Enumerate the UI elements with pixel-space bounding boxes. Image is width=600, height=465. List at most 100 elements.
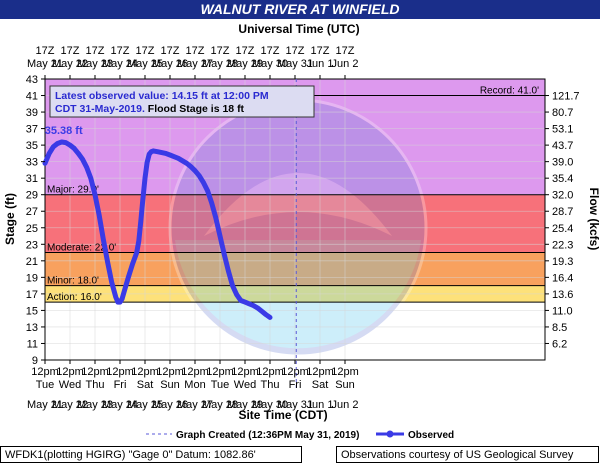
observed-point xyxy=(136,238,141,244)
site-tick-day: Fri xyxy=(289,379,302,391)
flow-tick-label: 6.2 xyxy=(552,338,567,350)
observed-point xyxy=(217,233,223,239)
datum-text: WFDK1(plotting HGIRG) "Gage 0" Datum: 10… xyxy=(5,449,256,461)
utc-tick-time: 17Z xyxy=(211,45,230,57)
site-tick-day: Tue xyxy=(36,379,55,391)
flow-tick-label: 16.4 xyxy=(552,272,573,284)
utc-tick-date: May 25 xyxy=(127,58,163,70)
site-tick-date: May 21 xyxy=(27,399,63,411)
title-banner: WALNUT RIVER AT WINFIELD xyxy=(0,0,600,19)
observed-point xyxy=(119,296,125,302)
observed-point xyxy=(205,188,210,193)
utc-tick-time: 17Z xyxy=(336,45,355,57)
stage-tick-label: 41 xyxy=(26,91,38,103)
stage-tick-label: 17 xyxy=(26,289,38,301)
threshold-label-moderate: Moderate: 22.0' xyxy=(47,243,116,254)
site-tick-day: Sat xyxy=(137,379,154,391)
source-text: Observations courtesy of US Geological S… xyxy=(341,449,574,461)
utc-tick-date: May 23 xyxy=(77,58,113,70)
stage-axis-ticks: 9 11 13 15 17 19 21 23 25 27 29 31 33 35 37 39 41 43 xyxy=(26,74,45,367)
site-tick-day: Mon xyxy=(184,379,205,391)
observed-point xyxy=(234,292,239,297)
site-tick-day: Wed xyxy=(234,379,256,391)
latest-observed-time: CDT 31-May-2019. xyxy=(55,103,145,115)
utc-tick-time: 17Z xyxy=(186,45,205,57)
stage-tick-label: 37 xyxy=(26,124,38,136)
stage-tick-label: 33 xyxy=(26,157,38,169)
utc-tick-time: 17Z xyxy=(261,45,280,57)
utc-tick-time: 17Z xyxy=(236,45,255,57)
observed-point xyxy=(76,151,81,156)
flow-tick-label: 13.6 xyxy=(552,289,573,301)
stage-tick-label: 23 xyxy=(26,239,38,251)
site-tick-time: 12pm xyxy=(306,366,334,378)
site-tick-time: 12pm xyxy=(331,366,359,378)
utc-tick-time: 17Z xyxy=(311,45,330,57)
observed-point xyxy=(101,237,106,242)
observed-point xyxy=(134,250,139,255)
observed-point xyxy=(42,161,48,166)
observed-point xyxy=(51,144,56,149)
utc-tick-date: May 29 xyxy=(227,58,263,70)
observed-point xyxy=(80,156,85,162)
observed-point xyxy=(113,294,119,300)
legend-created-label: Graph Created (12:36PM May 31, 2019) xyxy=(176,430,359,441)
site-tick-time: 12pm xyxy=(281,366,309,378)
observed-point xyxy=(230,283,235,288)
site-tick-date: May 28 xyxy=(202,399,238,411)
flow-tick-label: 11.0 xyxy=(552,305,573,317)
site-tick-day: Sun xyxy=(160,379,180,391)
flow-tick-label: 19.3 xyxy=(552,256,573,268)
stage-tick-label: 21 xyxy=(26,256,38,268)
observed-point xyxy=(130,261,135,267)
chart-legend: Graph Created (12:36PM May 31, 2019) Obs… xyxy=(146,430,454,441)
stage-tick-label: 39 xyxy=(26,107,38,119)
observed-point xyxy=(163,151,169,156)
site-tick-time: 12pm xyxy=(231,366,259,378)
utc-tick-time: 17Z xyxy=(36,45,55,57)
observed-point xyxy=(176,156,181,161)
utc-tick-date: May 26 xyxy=(152,58,188,70)
utc-tick-date: May 31 xyxy=(277,58,313,70)
threshold-lines: Record: 41.0' Major: 29.0' Moderate: 22.0'… xyxy=(45,86,545,303)
flood-stage-text: Flood Stage is 18 ft xyxy=(145,103,245,115)
observed-point xyxy=(138,218,144,224)
stage-tick-label: 25 xyxy=(26,223,38,235)
site-tick-time: 12pm xyxy=(106,366,134,378)
stage-tick-label: 15 xyxy=(26,305,38,317)
site-tick-time: 12pm xyxy=(131,366,159,378)
observed-point xyxy=(192,168,198,173)
observed-series xyxy=(42,139,273,320)
site-tick-time: 12pm xyxy=(56,366,84,378)
observed-point xyxy=(221,252,227,257)
observed-point xyxy=(242,299,248,305)
threshold-label-minor: Minor: 18.0' xyxy=(47,276,99,287)
site-tick-date: Jun 1 xyxy=(307,399,334,411)
utc-tick-time: 17Z xyxy=(86,45,105,57)
observed-point xyxy=(71,146,77,151)
right-axis-title: Flow (kcfs) xyxy=(587,188,600,251)
stage-tick-label: 9 xyxy=(32,355,38,367)
flow-tick-label: 25.4 xyxy=(552,223,573,235)
observed-point xyxy=(144,160,150,165)
observed-point xyxy=(117,299,123,305)
observed-point xyxy=(246,301,252,306)
utc-tick-time: 17Z xyxy=(161,45,180,57)
flow-tick-label: 22.3 xyxy=(552,239,573,251)
observed-point xyxy=(251,303,256,308)
utc-tick-date: May 28 xyxy=(202,58,238,70)
observed-point xyxy=(188,164,194,169)
site-tick-time: 12pm xyxy=(31,366,59,378)
source-footer: Observations courtesy of US Geological S… xyxy=(336,446,599,463)
observed-point xyxy=(209,200,214,206)
site-tick-day: Thu xyxy=(261,379,280,391)
observed-point xyxy=(167,152,173,158)
flow-tick-label: 43.7 xyxy=(552,140,573,152)
site-tick-day: Fri xyxy=(114,379,127,391)
peak-label: 35.38 ft xyxy=(45,125,83,137)
observed-point xyxy=(109,280,114,285)
utc-tick-time: 17Z xyxy=(136,45,155,57)
observed-point xyxy=(201,180,206,185)
